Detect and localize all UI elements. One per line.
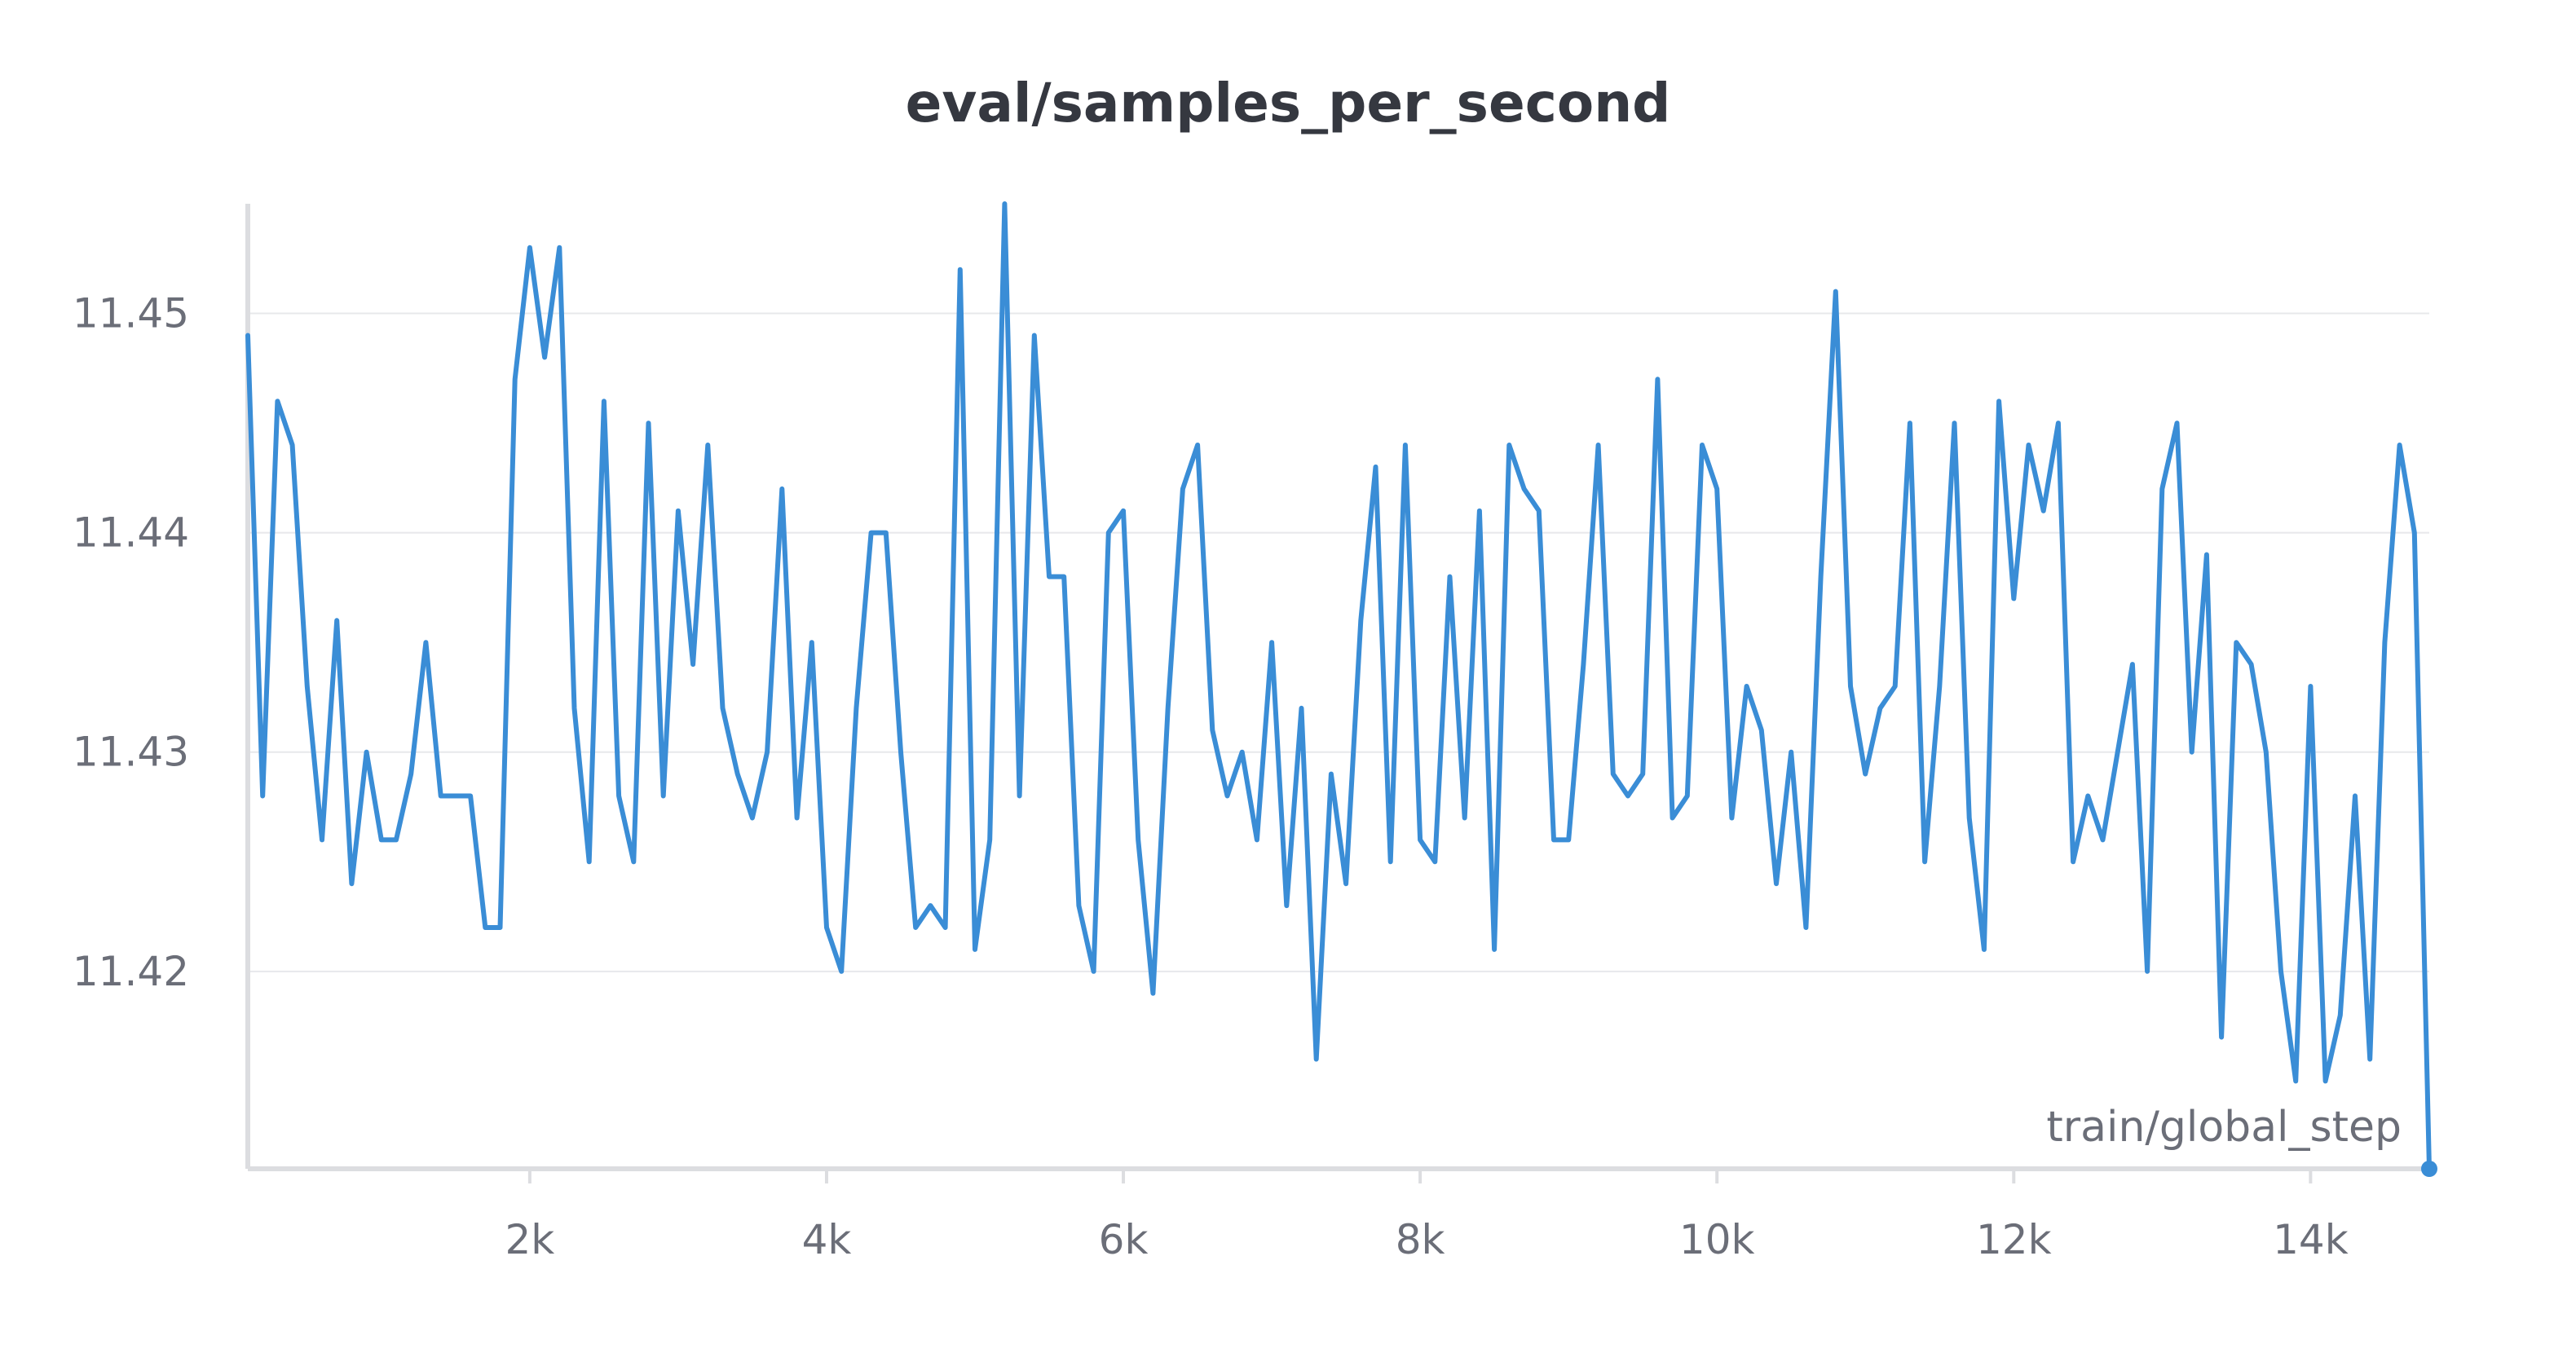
tick-labels: 11.42 11.43 11.44 11.45 2k 4k 6k 8k 10k 12k 14k: [73, 290, 2349, 1263]
x-tick-label: 8k: [1396, 1216, 1445, 1263]
x-tick-label: 2k: [505, 1216, 554, 1263]
x-tick-label: 12k: [1976, 1216, 2052, 1263]
y-tick-label: 11.45: [73, 290, 189, 337]
y-tick-label: 11.44: [73, 509, 189, 557]
series-layer: [245, 201, 2437, 1177]
x-axis-title: train/global_step: [2046, 1103, 2402, 1152]
x-tick-label: 14k: [2273, 1216, 2349, 1263]
y-tick-label: 11.43: [73, 729, 189, 776]
gridlines: [248, 312, 2429, 972]
x-tick-label: 4k: [802, 1216, 852, 1263]
y-tick-label: 11.42: [73, 948, 189, 995]
series-line: [245, 201, 2432, 1171]
x-tick-label: 10k: [1679, 1216, 1755, 1263]
last-point-marker: [2421, 1161, 2437, 1177]
x-tick-label: 6k: [1099, 1216, 1149, 1263]
chart-title: eval/samples_per_second: [905, 72, 1671, 134]
